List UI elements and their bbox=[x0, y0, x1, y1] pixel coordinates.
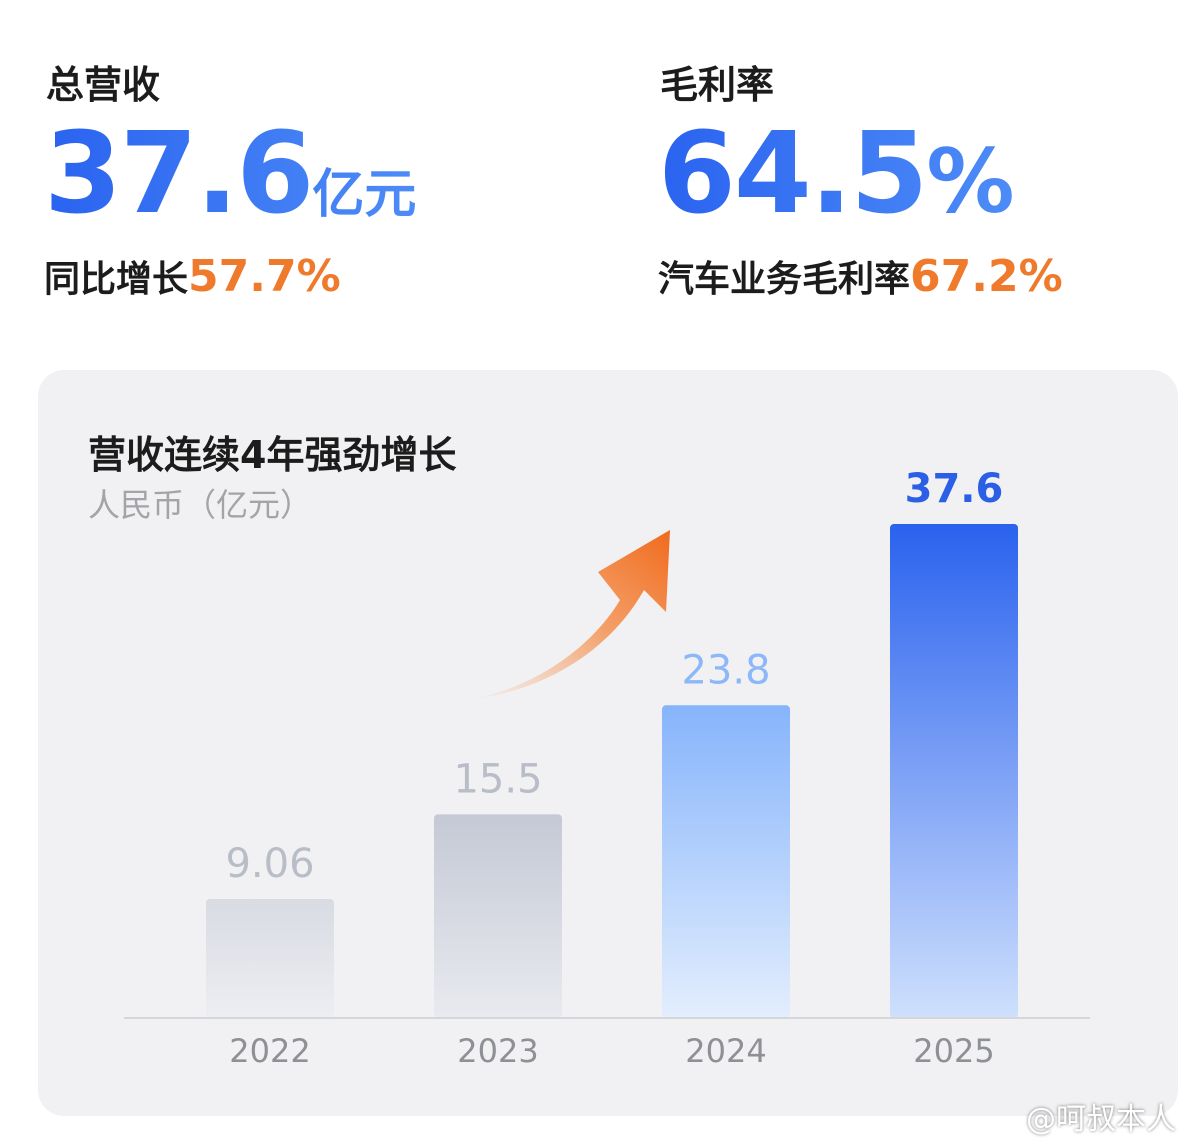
category-label-2024: 2024 bbox=[685, 1032, 766, 1070]
category-label-2023: 2023 bbox=[457, 1032, 538, 1070]
value-label-2025: 37.6 bbox=[905, 466, 1004, 512]
margin-label: 毛利率 bbox=[660, 63, 775, 107]
chart-unit-label: 人民币（亿元） bbox=[88, 486, 313, 524]
revenue-growth: 同比增长57.7% bbox=[44, 250, 341, 302]
bar-2024 bbox=[662, 705, 790, 1018]
value-label-2023: 15.5 bbox=[453, 756, 542, 802]
bar-2022 bbox=[206, 898, 334, 1018]
value-label-2024: 23.8 bbox=[681, 647, 770, 693]
auto-margin: 汽车业务毛利率67.2% bbox=[658, 250, 1063, 302]
growth-arrow-icon bbox=[466, 530, 670, 700]
auto-margin-value: 67.2% bbox=[910, 251, 1063, 302]
revenue-growth-label: 同比增长 bbox=[44, 259, 189, 300]
category-label-2022: 2022 bbox=[229, 1032, 310, 1070]
revenue-growth-value: 57.7% bbox=[188, 251, 341, 302]
bar-2025 bbox=[890, 524, 1018, 1018]
watermark: @呵叔本人 bbox=[1026, 1102, 1176, 1137]
value-label-2022: 9.06 bbox=[225, 841, 314, 887]
bar-2023 bbox=[434, 814, 562, 1018]
category-label-2025: 2025 bbox=[913, 1032, 994, 1070]
revenue-label: 总营收 bbox=[46, 63, 161, 107]
auto-margin-label: 汽车业务毛利率 bbox=[658, 259, 911, 300]
chart-title: 营收连续4年强劲增长 bbox=[88, 433, 457, 477]
